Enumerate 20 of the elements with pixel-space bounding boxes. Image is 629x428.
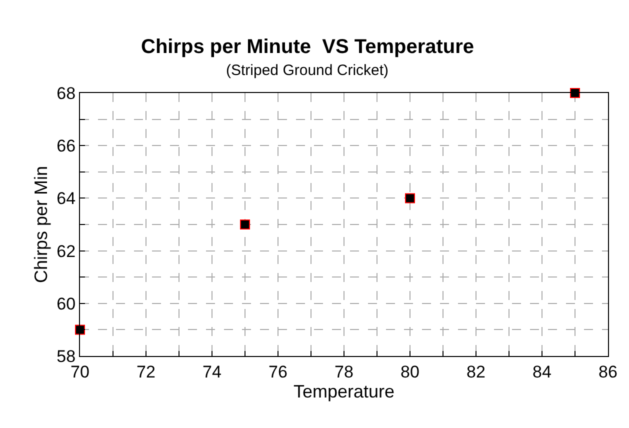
x-tick-label: 86 bbox=[598, 362, 618, 382]
y-tick-label: 66 bbox=[56, 136, 76, 156]
point bbox=[240, 220, 250, 230]
x-axis-title: Temperature bbox=[293, 381, 395, 402]
y-tick-label: 62 bbox=[56, 242, 76, 261]
chart-title: Chirps per Minute VS Temperature bbox=[141, 36, 474, 58]
chart-subtitle: (Striped Ground Cricket) bbox=[226, 62, 389, 79]
point bbox=[570, 88, 580, 98]
x-tick-label: 80 bbox=[400, 362, 420, 382]
x-tick-label: 74 bbox=[202, 362, 222, 382]
y-tick-label: 68 bbox=[56, 84, 76, 103]
y-tick-label: 60 bbox=[56, 294, 76, 314]
x-tick-label: 76 bbox=[268, 362, 288, 382]
x-tick-label: 82 bbox=[466, 362, 486, 382]
x-tick-label: 84 bbox=[532, 362, 552, 382]
y-tick-label: 64 bbox=[56, 189, 76, 208]
x-tick-label: 72 bbox=[136, 362, 156, 382]
y-axis-title: Chirps per Min bbox=[30, 166, 51, 284]
x-tick-label: 78 bbox=[334, 362, 354, 382]
point bbox=[405, 193, 415, 204]
